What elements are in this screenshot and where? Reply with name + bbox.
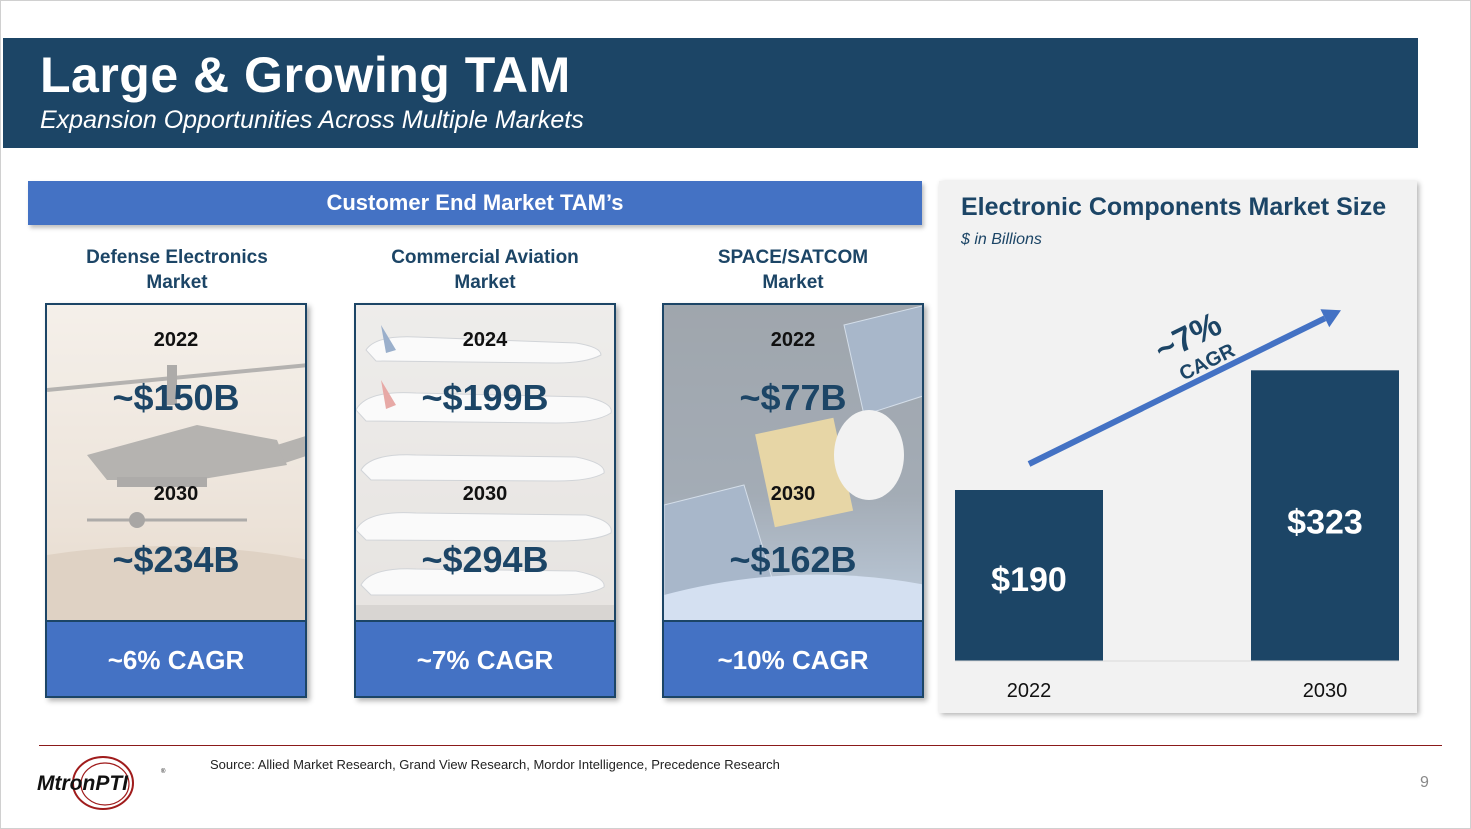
cagr-badge: ~10% CAGR bbox=[664, 620, 922, 696]
footer-divider bbox=[39, 745, 1442, 746]
photo-overlay bbox=[664, 305, 922, 620]
logo-mark: ® bbox=[161, 768, 166, 775]
value-start: ~$199B bbox=[421, 377, 549, 418]
value-start: ~$77B bbox=[739, 377, 847, 418]
source-note: Source: Allied Market Research, Grand Vi… bbox=[210, 757, 780, 772]
growth-arrowhead bbox=[1320, 309, 1341, 328]
market-label-line2: Market bbox=[454, 272, 516, 293]
photo-overlay bbox=[47, 305, 305, 620]
bar-data-label: $190 bbox=[991, 561, 1067, 599]
year-end: 2030 bbox=[153, 483, 199, 505]
market-label-line2: Market bbox=[146, 272, 208, 293]
market-label-line2: Market bbox=[762, 272, 824, 293]
market-card-defense: 2022 ~$150B 2030 ~$234B ~6% CAGR bbox=[45, 303, 307, 698]
value-end: ~$294B bbox=[421, 539, 549, 580]
year-start: 2024 bbox=[462, 329, 508, 351]
chart-unit: $ in Billions bbox=[961, 231, 1042, 248]
market-label-defense: Defense Electronics Market bbox=[46, 245, 308, 295]
mtronpti-logo: MtronPTI ® bbox=[37, 756, 166, 810]
market-label-line1: Defense Electronics bbox=[86, 247, 268, 268]
cagr-badge: ~7% CAGR bbox=[356, 620, 614, 696]
title-banner: Large & Growing TAM Expansion Opportunit… bbox=[3, 38, 1418, 148]
year-start: 2022 bbox=[770, 329, 816, 351]
tam-section-header: Customer End Market TAM’s bbox=[28, 181, 922, 225]
market-label-space: SPACE/SATCOM Market bbox=[662, 245, 924, 295]
chart-title: Electronic Components Market Size bbox=[961, 193, 1387, 221]
bar bbox=[1251, 370, 1399, 661]
photo-overlay bbox=[356, 305, 614, 620]
market-label-line1: SPACE/SATCOM bbox=[717, 247, 869, 268]
market-card-space: 2022 ~$77B 2030 ~$162B ~10% CAGR bbox=[662, 303, 924, 698]
x-tick-label: 2030 bbox=[1303, 680, 1348, 702]
cagr-annotation: ~7%CAGR bbox=[1149, 305, 1239, 385]
bar-chart: $190 2022 $323 2030 ~7%CAGR bbox=[955, 305, 1399, 702]
market-label-line1: Commercial Aviation bbox=[391, 247, 579, 268]
market-label-aviation: Commercial Aviation Market bbox=[354, 245, 616, 295]
cagr-badge: ~6% CAGR bbox=[47, 620, 305, 696]
growth-arrow bbox=[1027, 315, 1327, 467]
market-card-aviation: 2024 ~$199B 2030 ~$294B ~7% CAGR bbox=[354, 303, 616, 698]
value-end: ~$234B bbox=[112, 539, 240, 580]
logo-text: MtronPTI bbox=[37, 772, 129, 795]
year-end: 2030 bbox=[770, 483, 816, 505]
page-subtitle: Expansion Opportunities Across Multiple … bbox=[40, 106, 584, 134]
value-start: ~$150B bbox=[112, 377, 240, 418]
market-size-chart: $190 2022 $323 2030 ~7% CAGR Electronic Compo… bbox=[939, 181, 1417, 713]
x-tick-label: 2022 bbox=[1007, 680, 1052, 702]
year-end: 2030 bbox=[462, 483, 508, 505]
value-end: ~$162B bbox=[729, 539, 857, 580]
page-title: Large & Growing TAM bbox=[40, 47, 571, 103]
year-start: 2022 bbox=[153, 329, 199, 351]
bar-data-label: $323 bbox=[1287, 503, 1363, 541]
bar bbox=[955, 490, 1103, 661]
page-number: 9 bbox=[1420, 774, 1429, 791]
